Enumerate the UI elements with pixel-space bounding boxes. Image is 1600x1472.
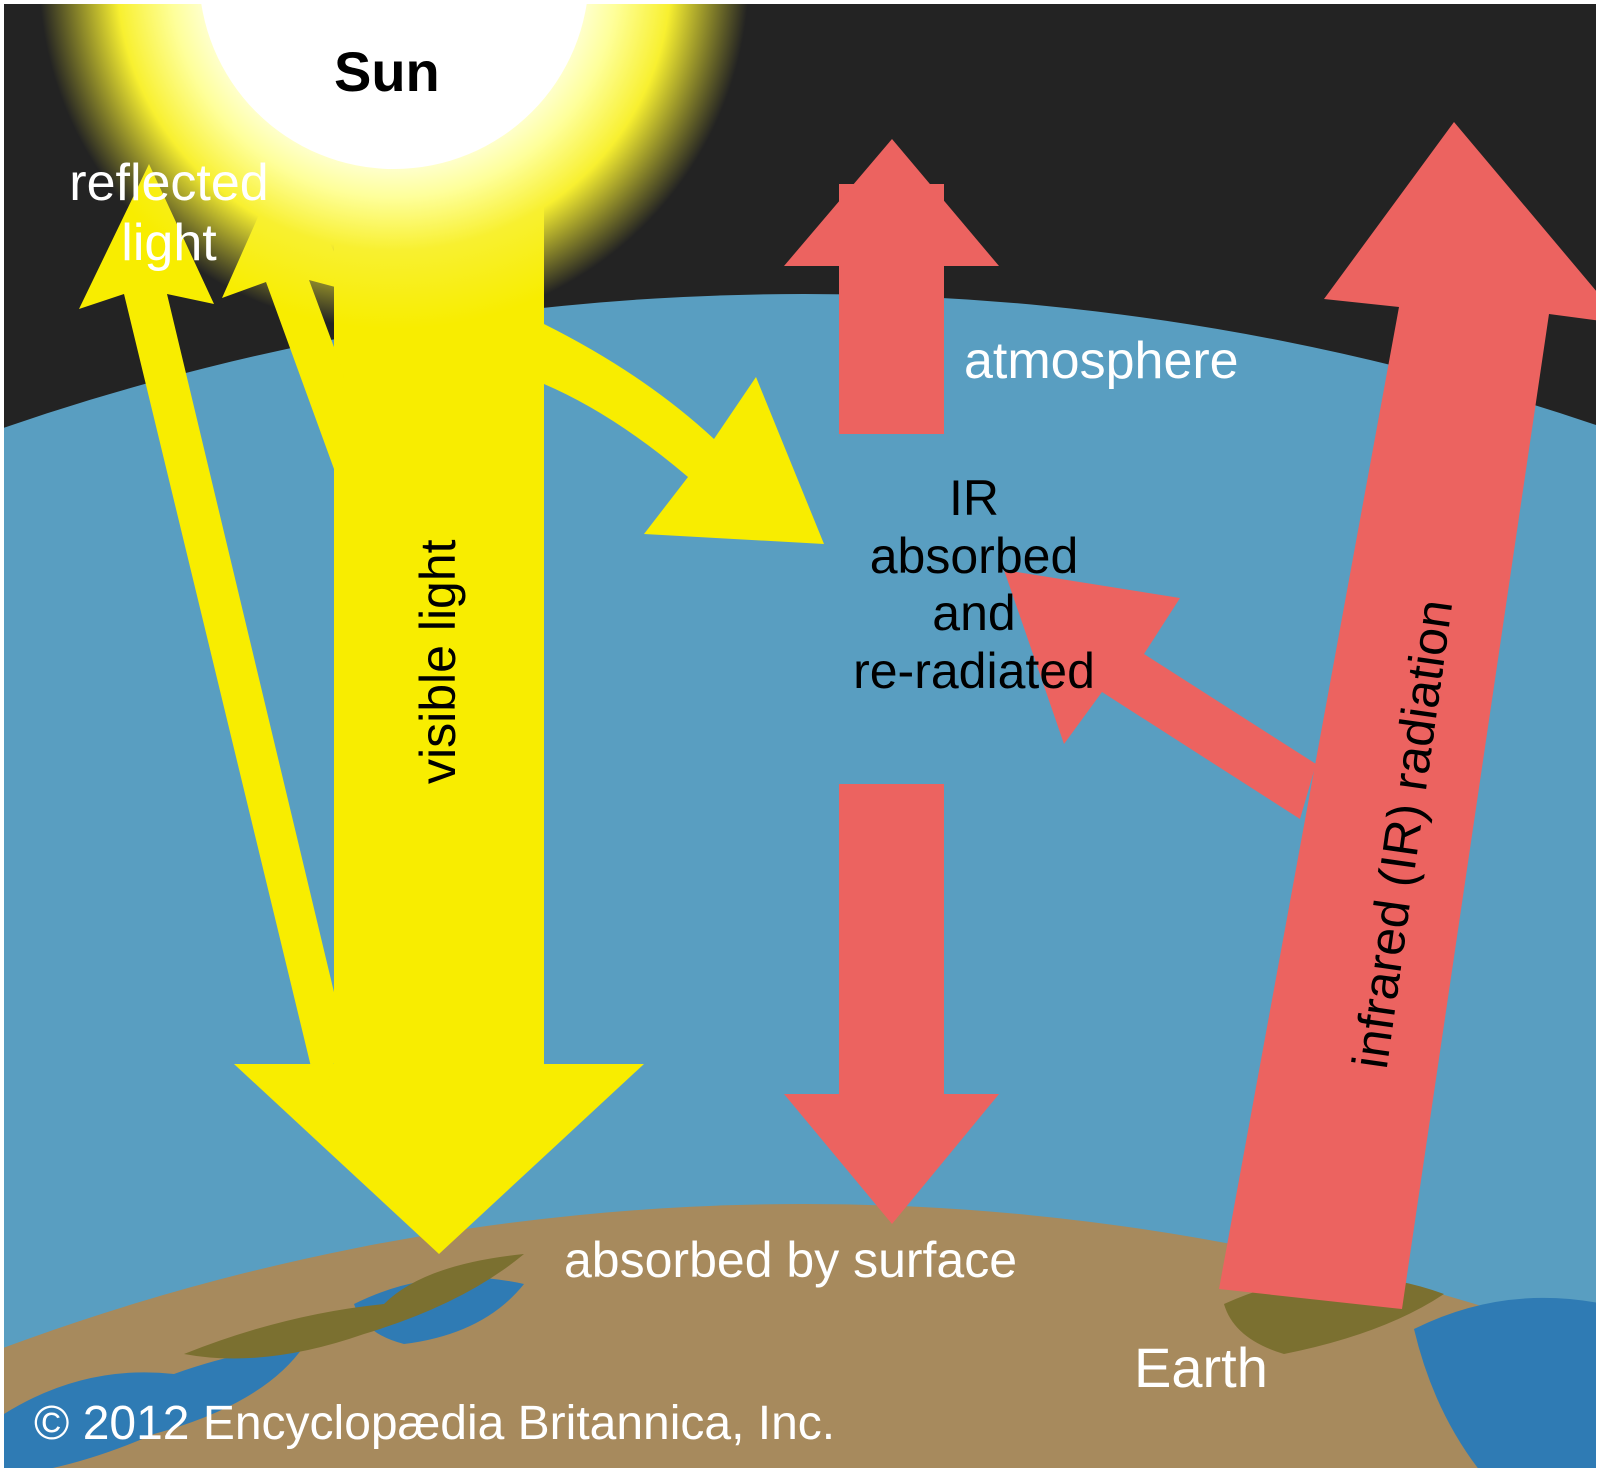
label-sun: Sun [334,40,440,104]
label-visible-light: visible light [410,539,468,784]
label-atmosphere: atmosphere [964,332,1239,392]
label-earth: Earth [1134,1336,1268,1400]
label-copyright: © 2012 Encyclopædia Britannica, Inc. [34,1396,835,1451]
label-absorbed-by-surface: absorbed by surface [564,1232,1017,1290]
diagram-root: Sun reflected light visible light atmosp… [0,0,1600,1472]
label-reflected-light: reflected light [29,154,309,274]
label-ir-reradiated: IR absorbed and re-radiated [784,470,1164,700]
